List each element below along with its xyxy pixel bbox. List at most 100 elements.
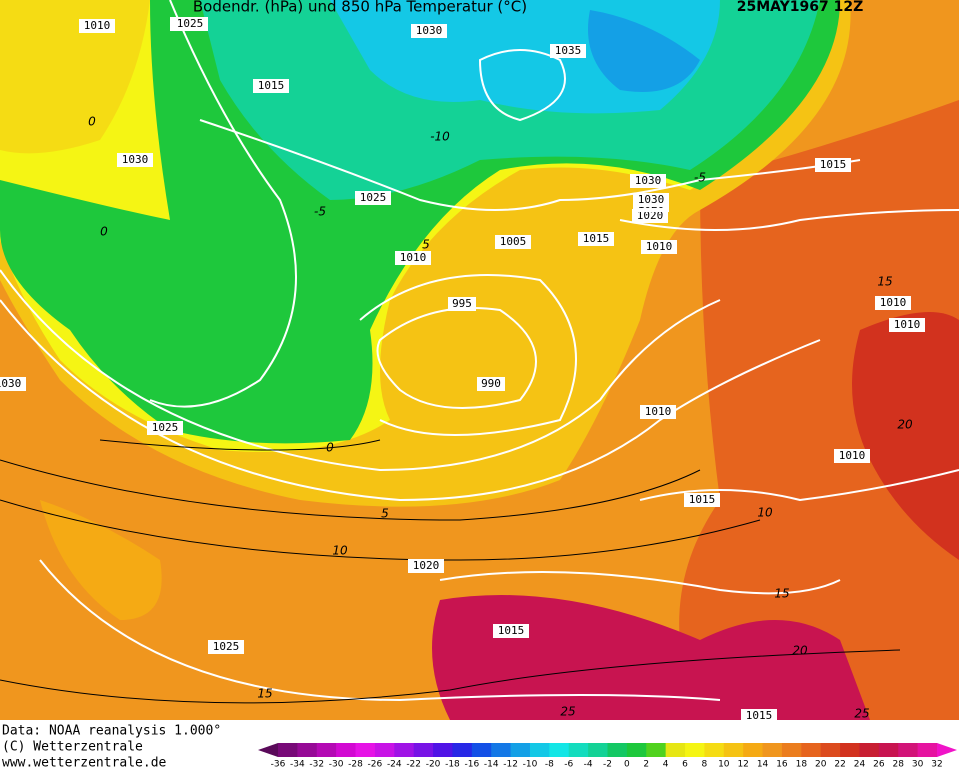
isobar-label: 1025 [213, 640, 240, 653]
colorbar-label: 4 [663, 760, 669, 770]
colorbar-swatch [859, 743, 880, 757]
isobar-label-bg [632, 209, 668, 223]
footer-url: www.wetterzentrale.de [2, 756, 167, 771]
colorbar-label: -26 [368, 760, 383, 770]
colorbar-label: 30 [912, 760, 924, 770]
isobar-label: 1010 [894, 318, 921, 331]
isobar-label: 1015 [746, 709, 773, 722]
colorbar-label: 18 [796, 760, 808, 770]
colorbar-label: -28 [348, 760, 363, 770]
isobar-label: 1030 [0, 377, 21, 390]
temperature-label: 25 [560, 705, 575, 719]
temperature-label: 0 [100, 225, 108, 239]
temperature-label: 15 [774, 587, 789, 601]
colorbar-label: -22 [406, 760, 421, 770]
temperature-label: 15 [257, 687, 272, 701]
colorbar-swatch [549, 743, 570, 757]
colorbar-swatch [510, 743, 531, 757]
colorbar-label: 14 [757, 760, 769, 770]
colorbar-label: -16 [464, 760, 479, 770]
isobar-label: 1010 [400, 251, 427, 264]
isobar-label-bg [253, 79, 289, 93]
colorbar-swatch [529, 743, 550, 757]
isobar-label: 1010 [645, 405, 672, 418]
isobar-label: 1015 [258, 79, 285, 92]
colorbar-label: -24 [387, 760, 402, 770]
isobar-label-bg [578, 232, 614, 246]
colorbar-label: -20 [426, 760, 441, 770]
colorbar-label: -8 [545, 760, 554, 770]
colorbar-label: 20 [815, 760, 827, 770]
colorbar-swatch [801, 743, 822, 757]
colorbar-swatch [316, 743, 337, 757]
isobar-label-bg [834, 449, 870, 463]
isobar-label-bg [408, 559, 444, 573]
temperature-label: 10 [757, 506, 773, 520]
footer-source: Data: NOAA reanalysis 1.000° [2, 724, 221, 739]
colorbar-label: -36 [271, 760, 286, 770]
isobar-label: 1035 [555, 44, 582, 57]
isobar-label-bg [889, 318, 925, 332]
isobar-label-bg [172, 17, 208, 31]
isobar-label: 1015 [689, 493, 716, 506]
colorbar-swatch [626, 743, 647, 757]
colorbar-swatch [762, 743, 783, 757]
colorbar-swatch [588, 743, 608, 757]
isobar-label: 1015 [498, 624, 525, 637]
chart-title: Bodendr. (hPa) und 850 hPa Temperatur (°… [193, 0, 527, 16]
isobar-label: 1025 [177, 17, 204, 30]
isobar-label: 990 [481, 377, 501, 390]
colorbar-label: -10 [523, 760, 538, 770]
isobar-label: 995 [452, 297, 472, 310]
colorbar-swatch [898, 743, 919, 757]
isobar-label-bg [495, 235, 531, 249]
colorbar-label: 32 [931, 760, 942, 770]
temperature-label: 15 [877, 275, 892, 289]
colorbar-swatch [607, 743, 628, 757]
colorbar-label: -6 [564, 760, 573, 770]
isobar-label: 1025 [152, 421, 179, 434]
colorbar-label: 10 [718, 760, 730, 770]
isobar-label-bg [741, 709, 777, 723]
isobar-label-bg [640, 405, 676, 419]
colorbar-label: 26 [873, 760, 885, 770]
colorbar-swatch [452, 743, 473, 757]
colorbar-label: 22 [834, 760, 845, 770]
isobar-label-bg [147, 421, 183, 435]
isobar-label-bg [355, 191, 391, 205]
isobar-label-bg [0, 377, 26, 391]
temperature-label: -10 [430, 130, 450, 144]
isobar-label: 1010 [880, 296, 907, 309]
colorbar-label: 12 [737, 760, 748, 770]
temperature-label: -5 [694, 171, 706, 185]
isobar-label: 1025 [360, 191, 387, 204]
colorbar-arrow-left [258, 743, 278, 757]
colorbar-swatch [820, 743, 841, 757]
temperature-label: 20 [897, 418, 913, 432]
isobar-label-bg [395, 251, 431, 265]
temperature-label: 25 [854, 707, 869, 721]
isobar-label: 1030 [416, 24, 443, 37]
colorbar-label: 16 [776, 760, 788, 770]
colorbar-swatch [685, 743, 705, 757]
colorbar-label: -12 [503, 760, 518, 770]
isobar-label-bg [633, 193, 669, 207]
isobar-label-bg [477, 377, 505, 391]
temperature-label: 5 [422, 238, 430, 252]
colorbar-label: 0 [624, 760, 630, 770]
colorbar-swatch [917, 743, 938, 757]
isobar-label: 1010 [646, 240, 673, 253]
colorbar-swatch [471, 743, 492, 757]
isobar-label: 1010 [84, 19, 111, 32]
isobar-label-bg [641, 240, 677, 254]
colorbar-swatch [336, 743, 357, 757]
footer-copyright: (C) Wetterzentrale [2, 740, 143, 755]
isobar-label-bg [79, 19, 115, 33]
isobar-label: 1030 [638, 193, 665, 206]
isobar-label-bg [550, 44, 586, 58]
colorbar-swatch [355, 743, 376, 757]
isobar-label-bg [448, 297, 476, 311]
colorbar-label: -34 [290, 760, 305, 770]
colorbar-label: -30 [329, 760, 344, 770]
